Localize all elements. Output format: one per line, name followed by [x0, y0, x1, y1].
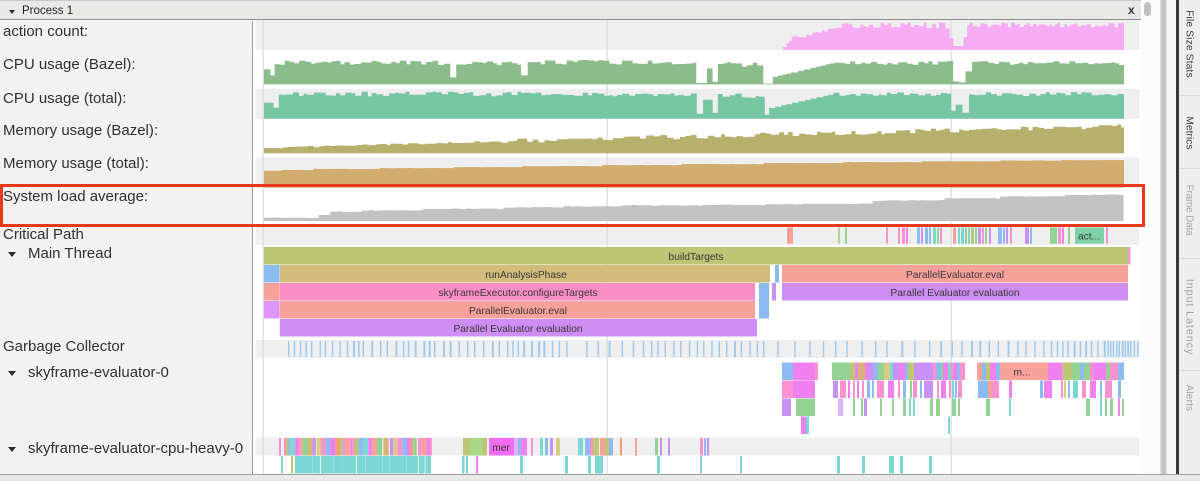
svg-text:buildTargets: buildTargets — [669, 252, 724, 263]
svg-text:m...: m... — [1014, 368, 1031, 379]
svg-text:runAnalysisPhase: runAnalysisPhase — [485, 270, 567, 281]
svg-text:ParallelEvaluator.eval: ParallelEvaluator.eval — [906, 270, 1004, 281]
svg-text:ParallelEvaluator.eval: ParallelEvaluator.eval — [469, 306, 567, 317]
svg-text:act...: act... — [1078, 232, 1100, 243]
svg-text:mer: mer — [492, 443, 510, 454]
svg-text:Parallel Evaluator evaluation: Parallel Evaluator evaluation — [890, 288, 1019, 299]
svg-text:Parallel Evaluator evaluation: Parallel Evaluator evaluation — [453, 324, 582, 335]
svg-text:skyframeExecutor.configureTarg: skyframeExecutor.configureTargets — [438, 288, 597, 299]
